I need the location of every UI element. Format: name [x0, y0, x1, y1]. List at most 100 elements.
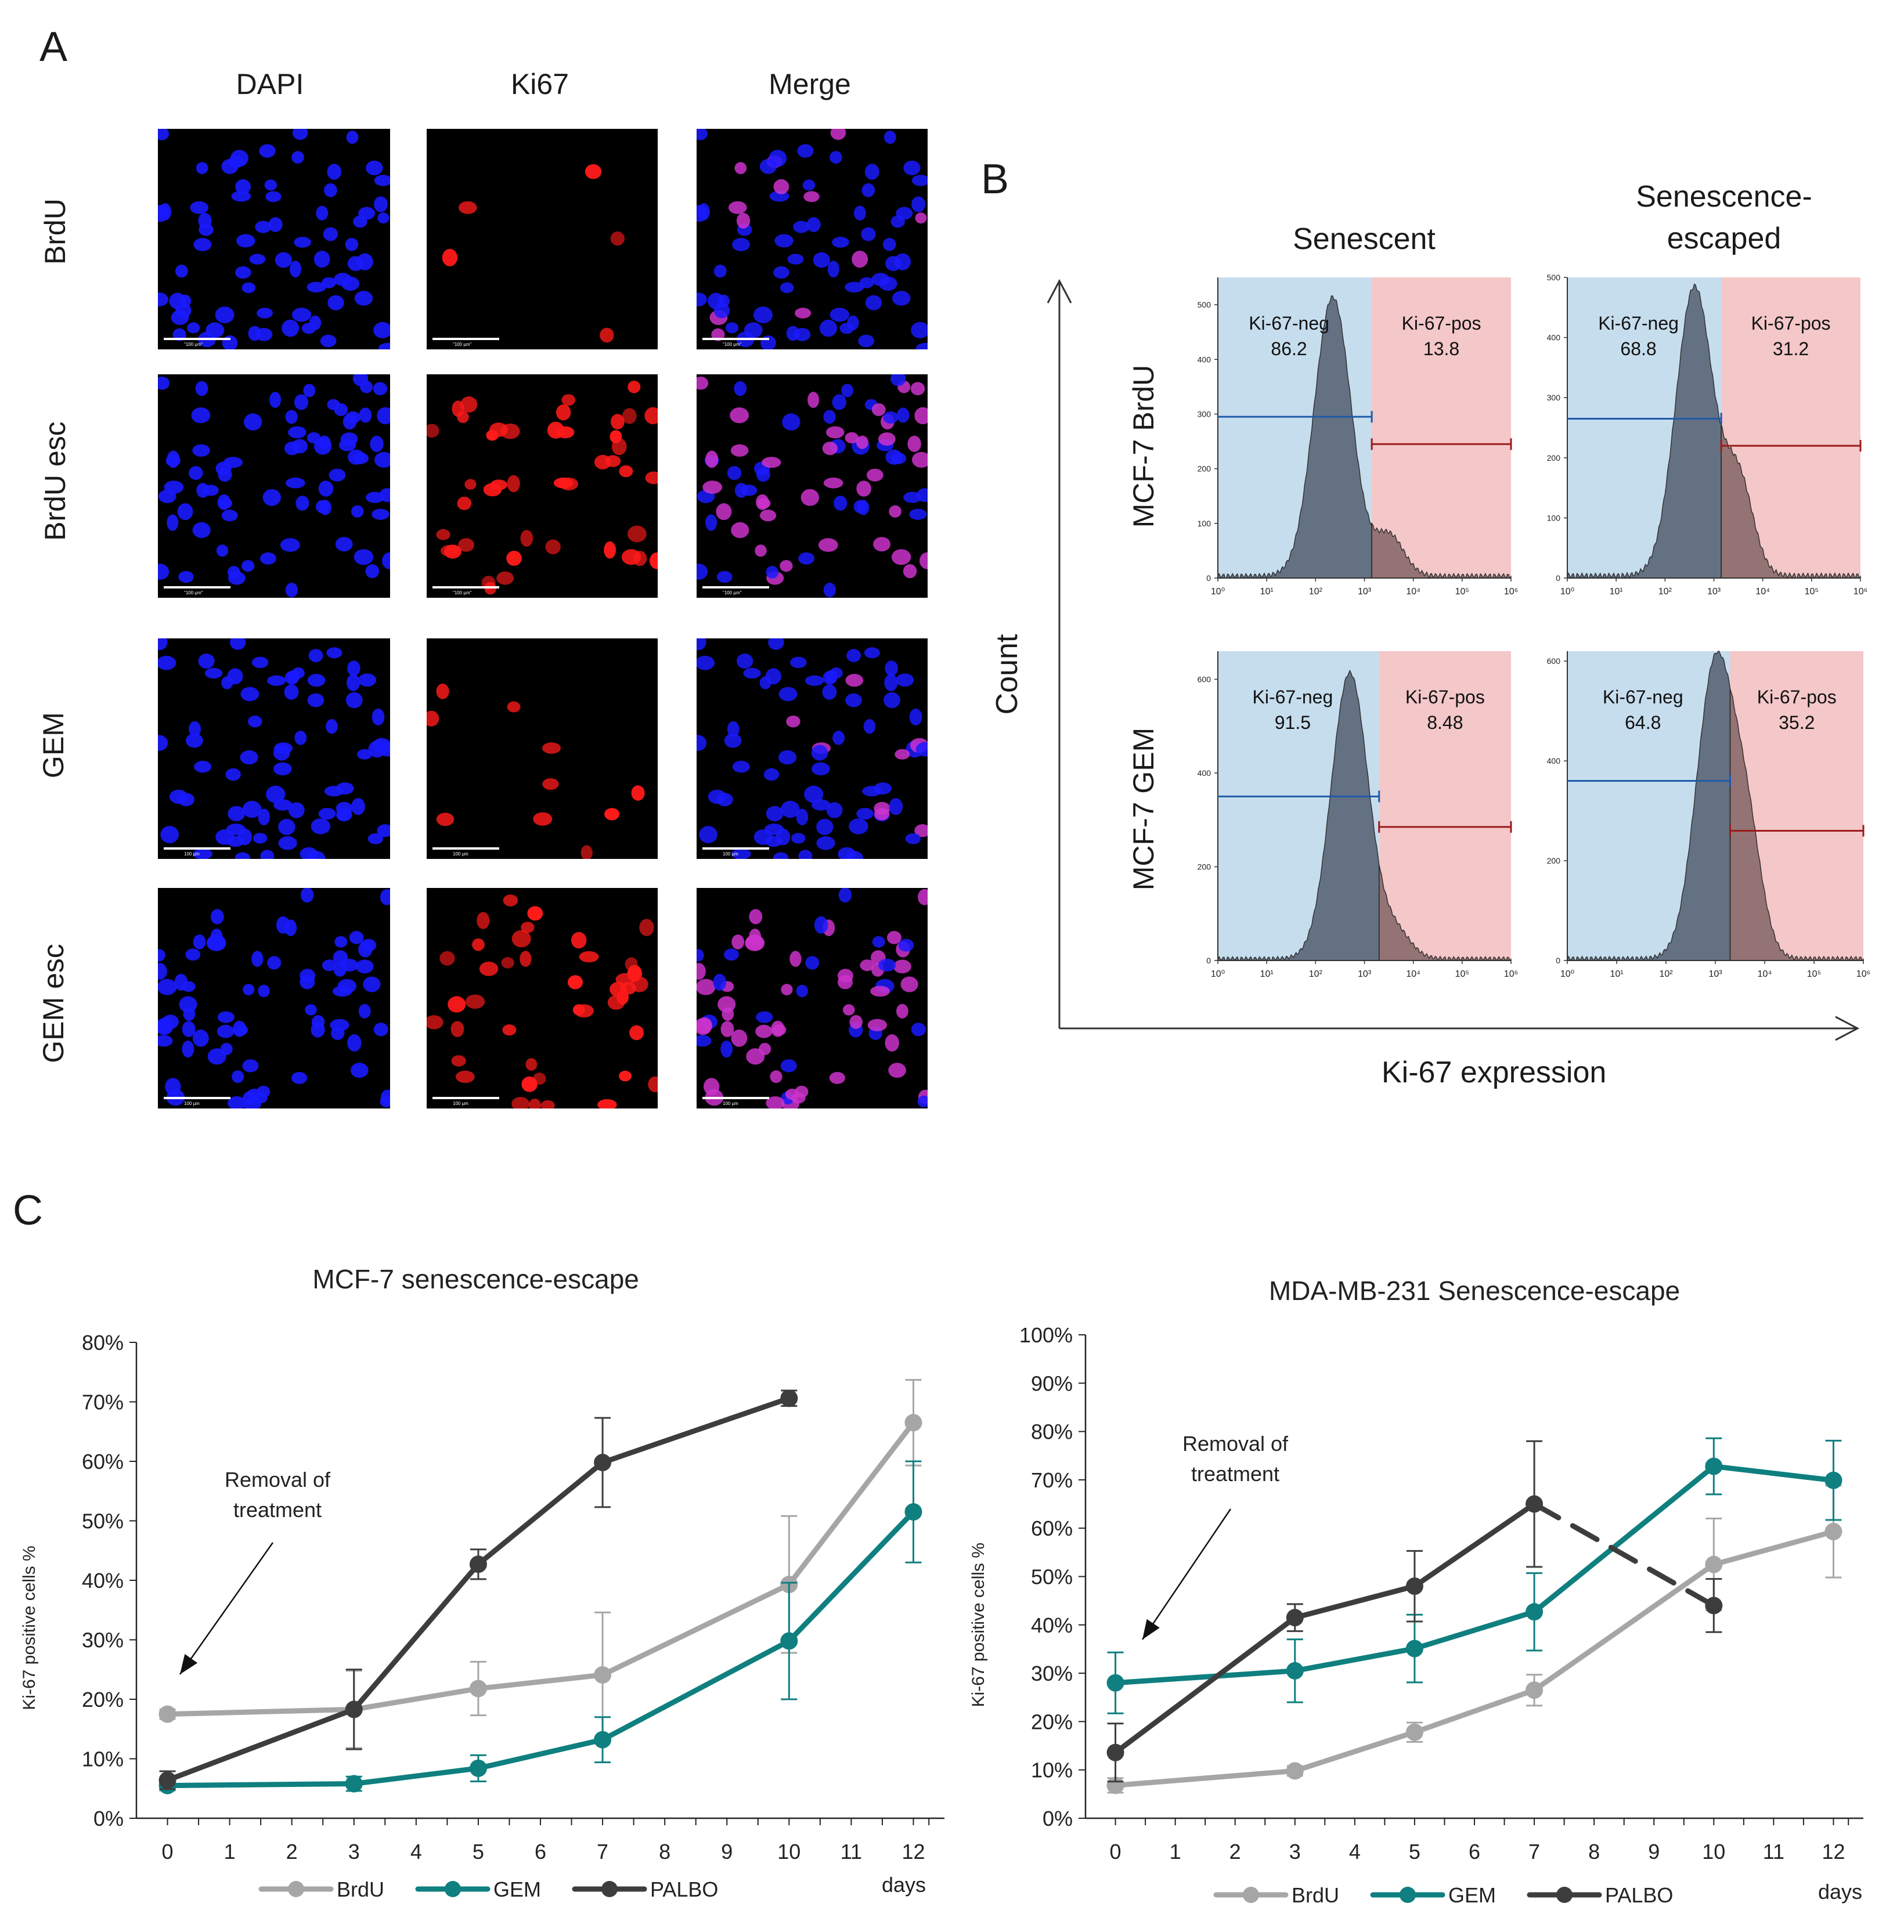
x-tick-label: 10⁶	[1504, 587, 1518, 597]
y-tick-label: 100	[1547, 513, 1561, 522]
nucleus	[884, 131, 896, 144]
panel-c-letter: C	[13, 1187, 43, 1234]
nucleus	[253, 1092, 268, 1104]
col-head-dapi: DAPI	[236, 68, 304, 100]
nucleus	[865, 295, 882, 310]
ki67-pos-value: 13.8	[1423, 338, 1459, 359]
nucleus	[847, 315, 859, 330]
nucleus	[365, 564, 380, 579]
y-tick-label: 90%	[1031, 1371, 1073, 1395]
nucleus	[727, 721, 740, 738]
histogram-neg-area	[1567, 651, 1731, 962]
series-line-segment	[1412, 1609, 1537, 1652]
nucleus	[533, 1072, 546, 1085]
nucleus	[697, 978, 716, 995]
nucleus	[240, 750, 258, 765]
nucleus	[611, 414, 625, 429]
nucleus	[859, 277, 874, 288]
nucleus	[217, 494, 231, 510]
nucleus	[914, 407, 928, 424]
series-gem	[158, 1460, 922, 1794]
x-tick-label: 8	[659, 1840, 670, 1864]
nucleus	[220, 1043, 233, 1055]
nucleus	[533, 812, 553, 826]
fc-axes	[1047, 279, 1860, 1041]
nucleus	[352, 374, 369, 387]
x-tick-label: 8	[1588, 1840, 1600, 1864]
y-tick-label: 60%	[82, 1450, 124, 1474]
nucleus	[759, 676, 771, 689]
y-tick-label: 0	[1206, 573, 1211, 583]
nucleus	[823, 477, 843, 489]
nucleus	[158, 978, 177, 995]
nucleus	[804, 785, 824, 803]
nucleus	[763, 768, 780, 781]
nucleus	[556, 426, 575, 439]
y-tick-label: 0	[1206, 956, 1211, 965]
x-tick-label: 3	[348, 1840, 360, 1864]
nucleus	[697, 376, 709, 390]
nucleus	[830, 129, 846, 140]
nucleus	[917, 1095, 928, 1108]
nucleus	[165, 1078, 181, 1096]
nucleus	[305, 1004, 317, 1016]
nucleus	[892, 291, 911, 306]
nucleus	[894, 253, 911, 270]
nucleus	[374, 452, 390, 468]
nucleus	[697, 292, 707, 306]
nucleus	[196, 162, 208, 174]
nucleus	[179, 996, 197, 1013]
nucleus	[318, 435, 331, 449]
nucleus	[796, 984, 808, 998]
y-tick-label: 0%	[93, 1807, 124, 1830]
nucleus	[264, 179, 277, 191]
x-tick-label: 10³	[1358, 587, 1372, 597]
legend-swatch-marker	[1556, 1887, 1573, 1903]
x-tick-label: 10⁵	[1455, 587, 1469, 597]
nucleus	[773, 266, 789, 279]
nucleus	[255, 221, 272, 233]
nucleus	[914, 824, 928, 837]
nucleus	[798, 850, 813, 859]
nucleus	[527, 906, 543, 921]
x-tick-label: 4	[410, 1840, 422, 1864]
nucleus	[734, 162, 747, 174]
x-tick-label: 2	[1229, 1840, 1241, 1864]
scale-bar	[432, 338, 499, 340]
nucleus	[818, 538, 838, 552]
nucleus	[260, 552, 276, 565]
nucleus	[633, 551, 647, 566]
nucleus	[805, 675, 824, 686]
nucleus	[248, 326, 262, 341]
series-brdu	[158, 1379, 922, 1749]
nucleus	[215, 306, 235, 323]
nucleus	[228, 566, 240, 579]
scale-bar	[702, 1097, 769, 1099]
nucleus	[806, 217, 821, 232]
y-tick-label: 400	[1547, 756, 1561, 765]
x-tick-label: 10²	[1658, 587, 1672, 597]
nucleus	[896, 1003, 908, 1019]
micrograph-gem-dapi: 100 µm	[158, 638, 390, 859]
nucleus	[737, 653, 753, 669]
nucleus	[770, 1070, 782, 1084]
nucleus	[507, 475, 520, 493]
annotation-line-2: treatment	[1191, 1462, 1279, 1486]
x-tick-label: 10¹	[1260, 969, 1274, 979]
x-tick-label: 12	[901, 1840, 925, 1864]
annotation-arrowhead	[1142, 1619, 1160, 1640]
nucleus	[879, 276, 897, 291]
nucleus	[720, 1021, 734, 1037]
nucleus	[175, 302, 192, 319]
data-point	[158, 1771, 176, 1789]
nucleus	[450, 1021, 464, 1037]
nucleus	[278, 818, 295, 835]
nucleus	[458, 538, 474, 552]
nucleus	[853, 500, 867, 514]
ki67-neg-label: Ki-67-neg	[1598, 313, 1679, 334]
series-line-segment	[786, 1420, 916, 1587]
nucleus	[802, 179, 816, 191]
nucleus	[158, 949, 165, 962]
nucleus	[300, 975, 315, 990]
nucleus	[294, 731, 307, 745]
